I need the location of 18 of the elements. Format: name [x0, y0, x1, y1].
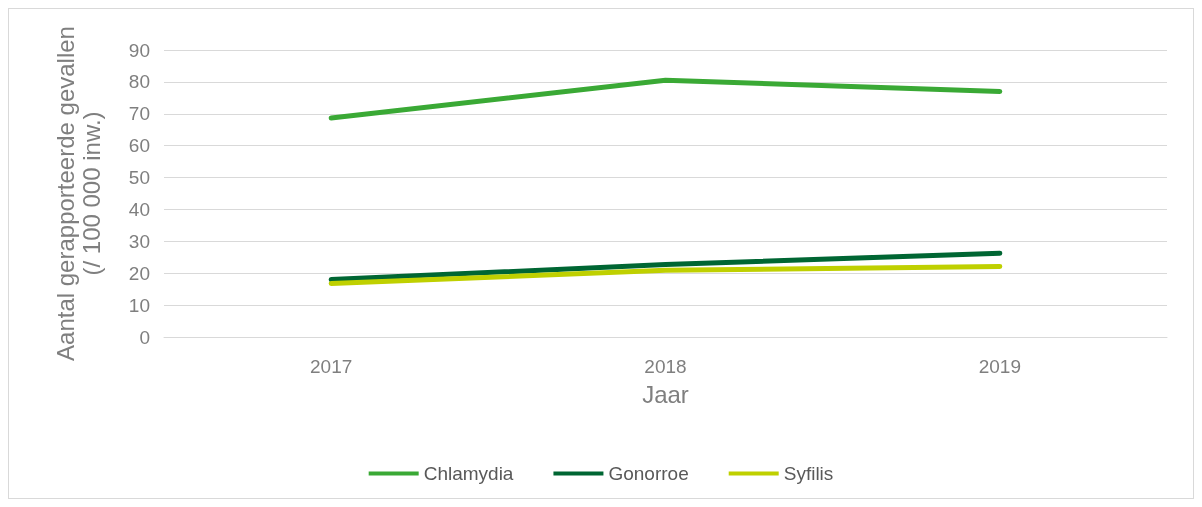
y-tick-label: 90: [128, 39, 150, 61]
y-tick-label: 0: [139, 326, 150, 348]
x-tick-label: 2017: [310, 356, 353, 377]
x-tick-label: 2018: [644, 356, 687, 377]
y-tick-label: 30: [128, 230, 150, 252]
y-tick-label: 10: [128, 294, 150, 316]
y-tick-label: 80: [128, 71, 150, 93]
y-axis-title: Aantal gerapporteerde gevallen (/ 100 000 inw.): [51, 26, 105, 361]
legend-label: Syfilis: [783, 463, 834, 484]
x-tick-label: 2019: [978, 356, 1021, 377]
legend-label: Gonorroe: [608, 463, 689, 484]
y-tick-label: 20: [128, 262, 150, 284]
y-tick-label: 40: [128, 198, 150, 220]
y-tick-label: 70: [128, 103, 150, 125]
legend-label: Chlamydia: [423, 463, 514, 484]
y-tick-label: 50: [128, 167, 150, 189]
x-axis-title: Jaar: [642, 380, 689, 408]
y-tick-label: 60: [128, 135, 150, 157]
